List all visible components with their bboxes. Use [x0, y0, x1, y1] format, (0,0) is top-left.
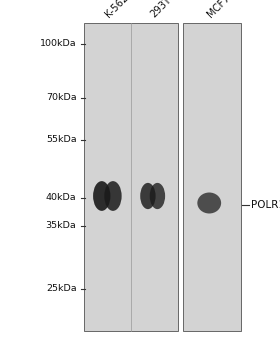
Text: POLR1C: POLR1C	[251, 200, 280, 210]
Text: 40kDa: 40kDa	[46, 193, 76, 202]
Text: K-562: K-562	[104, 0, 131, 19]
Text: 35kDa: 35kDa	[46, 221, 76, 230]
Text: MCF7: MCF7	[205, 0, 232, 19]
Ellipse shape	[140, 183, 156, 209]
Bar	[84, 23, 178, 331]
Ellipse shape	[93, 181, 110, 211]
Text: 25kDa: 25kDa	[46, 284, 76, 293]
Ellipse shape	[104, 181, 122, 211]
Text: 55kDa: 55kDa	[46, 135, 76, 145]
Text: 70kDa: 70kDa	[46, 93, 76, 103]
Text: 293T: 293T	[149, 0, 173, 19]
Text: 100kDa: 100kDa	[40, 39, 76, 48]
Ellipse shape	[150, 183, 165, 209]
Ellipse shape	[197, 193, 221, 214]
Bar	[183, 23, 241, 331]
